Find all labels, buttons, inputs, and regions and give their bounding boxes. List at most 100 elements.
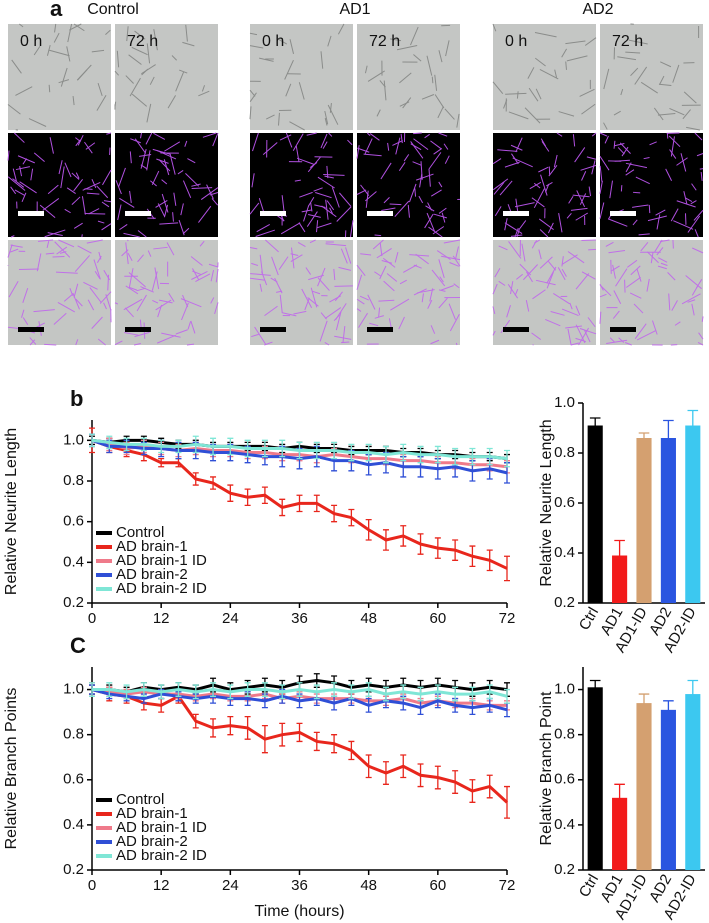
neurite-trace <box>659 75 665 85</box>
neurite-trace <box>516 91 519 99</box>
neurite-trace <box>333 314 340 322</box>
neurite-trace <box>147 250 152 257</box>
neurite-trace <box>687 299 696 303</box>
neurite-trace <box>374 234 382 237</box>
neurite-trace <box>581 103 596 115</box>
neurite-trace <box>514 202 535 208</box>
neurite-trace <box>591 132 597 137</box>
neurite-trace <box>508 111 529 120</box>
neurite-trace <box>103 270 110 281</box>
y-tick-label: 0.2 <box>554 594 575 611</box>
neurite-trace <box>161 179 168 185</box>
neurite-trace <box>182 227 190 235</box>
error-bar <box>504 449 510 468</box>
neurite-trace <box>546 266 557 284</box>
series-line <box>91 688 509 804</box>
neurite-trace <box>438 50 443 63</box>
neurite-trace <box>572 134 576 147</box>
neurite-trace <box>579 328 597 335</box>
neurite-trace <box>326 200 335 211</box>
neurite-trace <box>360 253 372 256</box>
neurite-trace <box>303 205 310 222</box>
neurite-trace <box>538 249 542 260</box>
neurite-trace <box>399 72 412 84</box>
neurite-trace <box>494 267 501 278</box>
neurite-trace <box>356 308 362 312</box>
neurite-trace <box>515 137 523 153</box>
neurite-trace <box>86 239 103 244</box>
neurite-trace <box>341 341 350 344</box>
neurite-trace <box>185 24 188 42</box>
neurite-trace <box>613 290 622 304</box>
neurite-trace <box>101 223 112 231</box>
neurite-trace <box>493 178 509 191</box>
neurite-trace <box>535 88 542 100</box>
neurite-trace <box>127 252 133 261</box>
neurite-trace <box>591 160 596 175</box>
neurite-trace <box>198 205 212 223</box>
neurite-trace <box>455 342 458 346</box>
neurite-trace <box>570 342 579 346</box>
x-tick-label: 12 <box>153 610 170 627</box>
neurite-trace <box>161 332 181 338</box>
neurite-trace <box>365 190 369 208</box>
neurite-trace <box>152 300 159 304</box>
neurite-trace <box>250 273 271 276</box>
neurite-trace <box>575 273 590 290</box>
scale-bar <box>503 327 529 332</box>
neurite-trace <box>265 239 279 253</box>
neurite-trace <box>342 325 346 343</box>
neurite-trace <box>48 49 70 57</box>
micrograph <box>250 133 353 237</box>
neurite-trace <box>19 166 23 177</box>
neurite-trace <box>599 132 608 137</box>
neurite-trace <box>356 298 365 305</box>
neurite-trace <box>386 273 398 282</box>
y-tick-label: 0.6 <box>63 771 84 788</box>
neurite-trace <box>87 299 95 311</box>
neurite-trace <box>640 81 658 94</box>
neurite-trace <box>249 45 264 49</box>
neurite-trace <box>75 172 80 179</box>
neurite-trace <box>202 132 217 138</box>
neurite-trace <box>380 162 392 180</box>
neurite-trace <box>588 248 597 251</box>
neurite-trace <box>131 93 148 107</box>
neurite-trace <box>39 204 56 219</box>
neurite-trace <box>414 188 417 197</box>
neurite-trace <box>504 218 508 231</box>
neurite-trace <box>292 133 304 151</box>
neurite-trace <box>326 165 329 179</box>
neurite-trace <box>545 318 561 327</box>
panel-label: a <box>50 0 63 21</box>
neurite-trace <box>449 262 460 267</box>
neurite-trace <box>508 241 522 259</box>
neurite-trace <box>270 277 278 283</box>
neurite-trace <box>190 256 203 266</box>
scale-bar <box>125 327 151 332</box>
neurite-trace <box>441 285 454 291</box>
neurite-trace <box>528 87 539 102</box>
neurite-trace <box>259 57 274 62</box>
neurite-trace <box>524 107 541 124</box>
bar <box>636 438 652 603</box>
neurite-trace <box>180 298 202 308</box>
neurite-trace <box>656 214 661 230</box>
neurite-trace <box>448 303 456 320</box>
neurite-trace <box>136 294 147 312</box>
time-label: 0 h <box>262 33 284 50</box>
neurite-trace <box>581 271 596 280</box>
neurite-trace <box>212 132 219 147</box>
neurite-trace <box>578 327 590 346</box>
neurite-trace <box>349 220 354 238</box>
neurite-trace <box>433 213 447 219</box>
legend-label: Control <box>116 524 164 541</box>
neurite-trace <box>252 132 259 152</box>
neurite-trace <box>507 283 519 299</box>
neurite-trace <box>316 222 332 229</box>
neurite-trace <box>529 181 542 190</box>
neurite-trace <box>519 263 532 276</box>
neurite-trace <box>285 132 293 148</box>
panel-label: C <box>70 633 86 658</box>
neurite-trace <box>101 201 110 208</box>
